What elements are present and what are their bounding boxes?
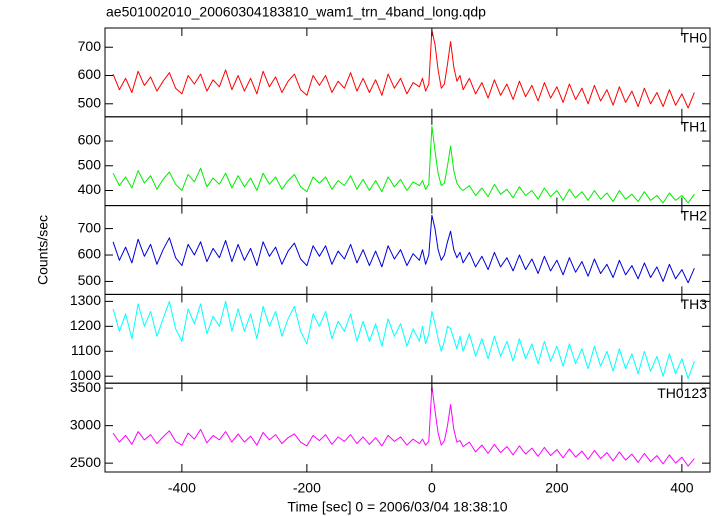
y-tick-label: 1300 [70, 292, 101, 308]
panel-label: TH0 [681, 30, 708, 46]
x-axis-label: Time [sec] 0 = 2006/03/04 18:38:10 [287, 499, 507, 515]
y-tick-label: 500 [78, 272, 102, 288]
y-tick-label: 700 [78, 38, 102, 54]
series-line [112, 125, 695, 204]
y-tick-label: 600 [78, 66, 102, 82]
series-line [112, 214, 695, 284]
y-tick-label: 1200 [70, 317, 101, 333]
y-tick-label: 2500 [70, 454, 101, 470]
series-line [112, 386, 695, 467]
series-line [112, 29, 695, 109]
y-tick-label: 600 [78, 132, 102, 148]
y-tick-label: 3500 [70, 379, 101, 395]
panel-frame [104, 205, 711, 295]
panel-label: TH0123 [657, 385, 707, 401]
y-axis-label: Counts/sec [35, 215, 51, 285]
y-tick-label: 500 [78, 94, 102, 110]
x-tick-label: -200 [293, 480, 321, 496]
x-tick-label: -400 [168, 480, 196, 496]
chart-title: ae501002010_20060304183810_wam1_trn_4ban… [106, 4, 486, 20]
y-tick-label: 600 [78, 246, 102, 262]
y-tick-label: 3000 [70, 416, 101, 432]
x-tick-label: 0 [428, 480, 436, 496]
panel-frame [104, 382, 711, 473]
panel-label: TH1 [681, 119, 708, 135]
y-tick-label: 1100 [71, 342, 101, 358]
y-tick-label: 400 [78, 181, 102, 197]
panel-frame [104, 116, 711, 207]
y-tick-label: 500 [78, 156, 102, 172]
panel-frame [104, 293, 711, 384]
panel-frame [104, 27, 711, 118]
x-tick-label: 200 [545, 480, 569, 496]
panel-label: TH2 [681, 207, 708, 223]
x-tick-label: 400 [670, 480, 694, 496]
y-tick-label: 1000 [70, 367, 101, 383]
series-line [112, 300, 695, 380]
y-tick-label: 700 [78, 219, 102, 235]
panel-label: TH3 [681, 296, 708, 312]
